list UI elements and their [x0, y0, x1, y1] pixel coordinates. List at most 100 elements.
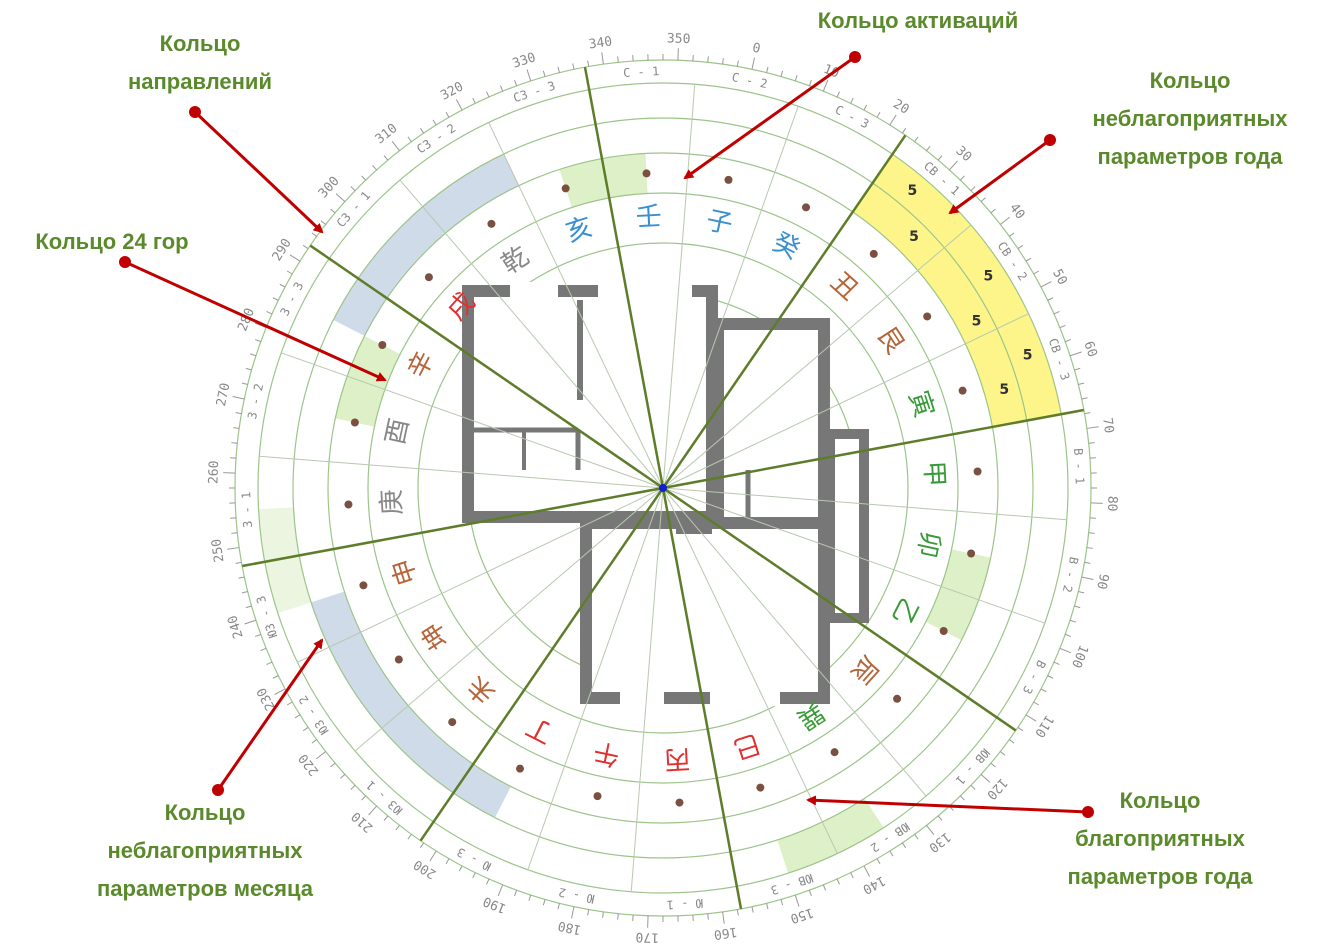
degree-tick	[889, 850, 894, 857]
degree-label: 290	[270, 236, 295, 264]
rings	[223, 48, 1103, 928]
degree-tick	[707, 56, 709, 63]
degree-tick	[766, 66, 769, 73]
mountain-label: 巳	[730, 727, 764, 764]
activation-icon	[350, 418, 359, 427]
degree-tick	[315, 751, 327, 760]
degree-tick	[1040, 280, 1052, 288]
annotation-label: Кольцо	[1150, 68, 1231, 93]
degree-tick	[617, 56, 619, 63]
degree-label: 300	[316, 174, 343, 201]
degree-tick	[266, 311, 273, 315]
degree-tick	[707, 913, 709, 920]
degree-tick	[245, 367, 252, 371]
degree-tick	[542, 70, 546, 77]
degree-tick	[1074, 367, 1081, 371]
degree-tick	[526, 69, 532, 82]
degree-tick	[1086, 426, 1099, 429]
degree-tick	[260, 647, 267, 652]
activation-icon	[487, 219, 496, 228]
degree-tick	[254, 322, 267, 329]
degree-tick	[407, 136, 412, 143]
mountain-label: 乾	[496, 241, 534, 280]
degree-tick	[1053, 661, 1060, 665]
degree-tick	[311, 232, 318, 237]
activation-icon	[344, 500, 353, 509]
degree-tick	[751, 906, 754, 913]
degree-label: 170	[635, 929, 659, 945]
degree-tick	[850, 97, 854, 104]
direction-label: З - 1	[239, 491, 255, 528]
degree-label: 60	[1080, 339, 1099, 359]
direction-label: С - 2	[730, 70, 768, 91]
degree-tick	[330, 762, 336, 768]
degree-label: 270	[214, 382, 234, 408]
annotation-dot	[849, 51, 861, 63]
degree-tick	[571, 906, 575, 919]
mountain-label: 坤	[416, 617, 455, 655]
degree-label: 30	[953, 144, 975, 166]
degree-tick	[980, 774, 991, 783]
activation-icon	[869, 249, 878, 258]
degree-tick	[901, 842, 907, 849]
annotation-arrow	[124, 260, 387, 382]
annotation-dot	[1044, 134, 1056, 146]
year-value: 5	[984, 269, 994, 285]
degree-tick	[514, 890, 518, 896]
degree-tick	[302, 244, 309, 250]
degree-tick	[601, 52, 604, 65]
degree-tick	[445, 111, 450, 118]
degree-tick	[266, 661, 273, 665]
spoke	[527, 487, 664, 870]
degree-tick	[486, 91, 490, 98]
spoke	[662, 224, 972, 489]
mountain-label: 乙	[885, 593, 924, 630]
degree-tick	[542, 899, 546, 906]
annotation-arrow	[806, 795, 1089, 814]
degree-tick	[587, 909, 590, 916]
degree-tick	[272, 297, 279, 301]
spoke	[662, 487, 838, 854]
degree-tick	[836, 91, 840, 98]
degree-label: 40	[1006, 201, 1027, 223]
activation-icon	[642, 169, 651, 178]
degree-tick	[850, 872, 854, 879]
annotation-label: неблагоприятных	[1093, 106, 1289, 131]
ring	[417, 242, 909, 734]
direction-label: З - 2	[245, 382, 266, 420]
degree-tick	[722, 911, 725, 924]
activation-icon	[424, 273, 433, 282]
degree-tick	[302, 726, 309, 732]
degree-tick	[419, 842, 425, 849]
degree-tick	[472, 97, 476, 104]
degree-tick	[238, 576, 245, 579]
degree-label: 200	[411, 856, 439, 881]
mountain-label: 丑	[825, 267, 864, 307]
degree-tick	[350, 784, 356, 790]
annotation-label: параметров года	[1098, 144, 1284, 169]
degree-tick	[959, 795, 965, 801]
annotation-dot	[1082, 806, 1094, 818]
direction-label: ЮЗ - 1	[364, 778, 406, 817]
degree-label: 50	[1049, 267, 1070, 288]
main-sector-line	[583, 66, 665, 489]
direction-label: С - 1	[623, 64, 660, 80]
mountain-label: 寅	[902, 387, 939, 421]
degree-tick	[1017, 244, 1024, 250]
ring	[367, 192, 959, 784]
degree-label: 320	[438, 79, 466, 103]
annotation-label: Кольцо	[1120, 788, 1201, 813]
mountain-label: 午	[591, 736, 623, 771]
degree-tick	[429, 850, 437, 862]
spoke	[662, 84, 696, 489]
mountain-label: 酉	[381, 416, 416, 448]
mountain-label: 辛	[402, 347, 441, 384]
degree-tick	[1084, 412, 1091, 415]
mountain-label: 未	[462, 670, 501, 710]
degree-label: 140	[860, 872, 888, 896]
main-sector-line	[661, 487, 743, 910]
degree-tick	[1017, 726, 1024, 732]
degree-label: 0	[751, 41, 762, 57]
direction-label: СЗ - 3	[512, 79, 558, 106]
degree-tick	[1078, 591, 1085, 594]
